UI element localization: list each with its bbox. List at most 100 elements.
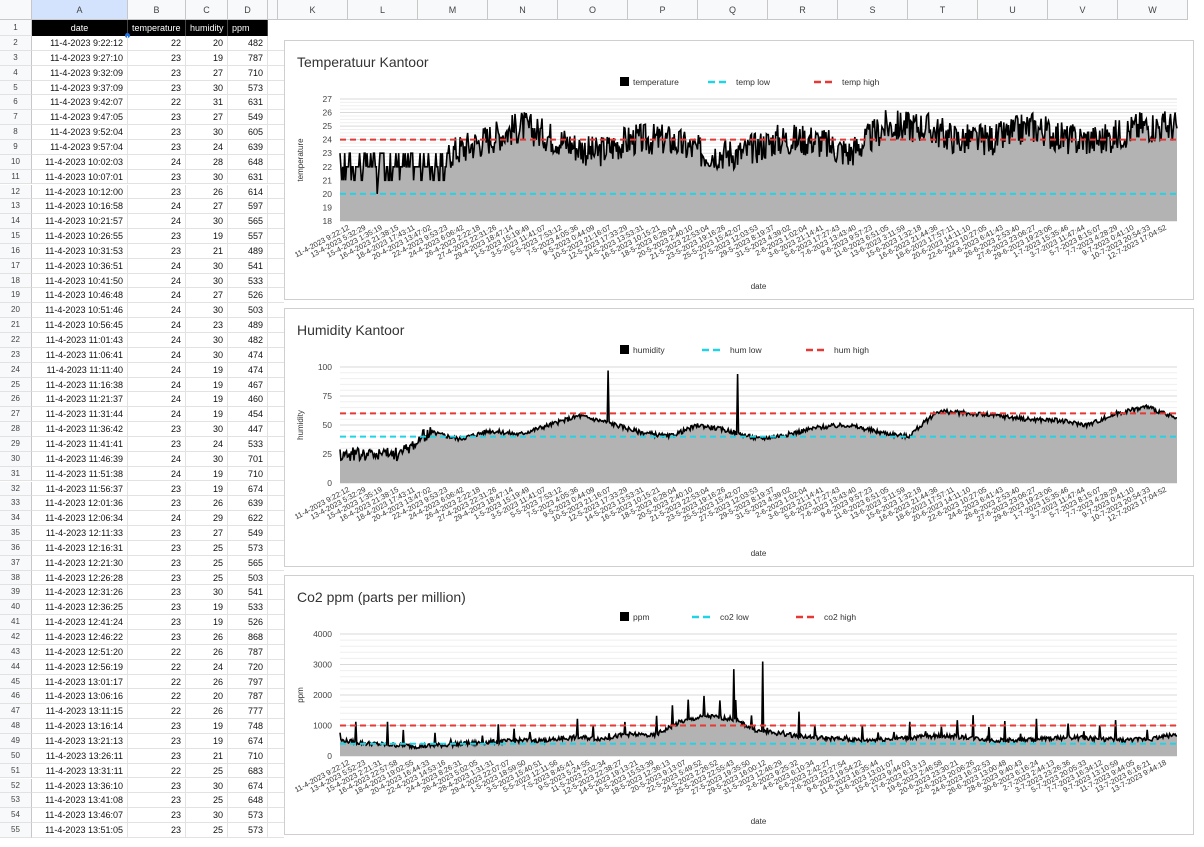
row-number[interactable]: 53 bbox=[0, 793, 32, 809]
row-number[interactable]: 5 bbox=[0, 80, 32, 96]
humidity-chart[interactable]: Humidity Kantoor humidity hum low hum high 0… bbox=[284, 308, 1194, 567]
table-cell[interactable]: 748 bbox=[228, 719, 268, 734]
table-cell[interactable]: 19 bbox=[186, 466, 228, 482]
table-cell[interactable]: 503 bbox=[228, 570, 268, 586]
table-cell[interactable]: 11-4-2023 12:06:34 bbox=[32, 511, 128, 527]
table-cell[interactable]: 11-4-2023 13:06:16 bbox=[32, 689, 128, 705]
table-cell[interactable]: 30 bbox=[186, 169, 228, 185]
table-cell-empty[interactable] bbox=[268, 541, 284, 556]
table-cell[interactable]: 24 bbox=[128, 318, 186, 333]
table-cell[interactable]: 23 bbox=[128, 600, 186, 616]
table-cell[interactable]: 11-4-2023 9:47:05 bbox=[32, 110, 128, 126]
table-cell[interactable]: 605 bbox=[228, 125, 268, 140]
table-cell[interactable]: 30 bbox=[186, 125, 228, 140]
temperature-chart[interactable]: Temperatuur Kantoor temperature temp low te… bbox=[284, 40, 1194, 300]
column-header-n[interactable]: N bbox=[488, 0, 558, 20]
table-cell-empty[interactable] bbox=[268, 140, 284, 155]
table-cell[interactable]: 11-4-2023 12:16:31 bbox=[32, 540, 128, 556]
row-number[interactable]: 41 bbox=[0, 615, 32, 630]
table-cell[interactable]: 11-4-2023 11:56:37 bbox=[32, 481, 128, 497]
series-line-humidity[interactable] bbox=[339, 370, 1178, 463]
table-cell-empty[interactable] bbox=[268, 675, 284, 690]
table-cell[interactable]: 11-4-2023 13:41:08 bbox=[32, 793, 128, 809]
table-cell[interactable]: 23 bbox=[128, 243, 186, 259]
series-line-ppm[interactable] bbox=[339, 661, 1178, 751]
row-number[interactable]: 36 bbox=[0, 540, 32, 556]
column-header-w[interactable]: W bbox=[1118, 0, 1188, 20]
table-cell[interactable]: 23 bbox=[128, 733, 186, 749]
row-number[interactable]: 54 bbox=[0, 808, 32, 824]
table-cell[interactable]: 11-4-2023 13:36:10 bbox=[32, 778, 128, 794]
table-cell[interactable]: 24 bbox=[128, 333, 186, 348]
legend-entry[interactable]: ppm bbox=[620, 612, 650, 622]
table-cell[interactable]: 21 bbox=[186, 243, 228, 259]
table-cell[interactable]: 24 bbox=[128, 273, 186, 289]
column-header-s[interactable]: S bbox=[838, 0, 908, 20]
table-cell[interactable]: 787 bbox=[228, 689, 268, 705]
row-number[interactable]: 26 bbox=[0, 392, 32, 408]
table-cell[interactable]: 648 bbox=[228, 793, 268, 809]
table-cell[interactable]: 489 bbox=[228, 243, 268, 259]
row-number[interactable]: 11 bbox=[0, 169, 32, 185]
table-cell[interactable]: 24 bbox=[128, 466, 186, 482]
table-cell[interactable]: 11-4-2023 11:06:41 bbox=[32, 347, 128, 363]
table-cell-empty[interactable] bbox=[268, 556, 284, 571]
table-cell[interactable]: 868 bbox=[228, 630, 268, 645]
table-cell[interactable]: 565 bbox=[228, 214, 268, 230]
table-cell[interactable]: 23 bbox=[128, 139, 186, 155]
row-number[interactable]: 46 bbox=[0, 689, 32, 705]
table-cell[interactable]: 11-4-2023 9:22:12 bbox=[32, 36, 128, 51]
row-number[interactable]: 24 bbox=[0, 362, 32, 378]
table-cell[interactable]: 701 bbox=[228, 451, 268, 467]
table-cell[interactable]: 683 bbox=[228, 763, 268, 779]
table-cell[interactable]: 23 bbox=[128, 125, 186, 140]
table-cell[interactable]: 11-4-2023 9:57:04 bbox=[32, 139, 128, 155]
table-cell-empty[interactable] bbox=[268, 600, 284, 616]
table-cell[interactable]: 24 bbox=[128, 407, 186, 423]
table-cell[interactable]: 674 bbox=[228, 778, 268, 794]
table-cell[interactable]: 25 bbox=[186, 823, 228, 838]
co2-chart[interactable]: Co2 ppm (parts per million) ppm co2 low co2… bbox=[284, 575, 1194, 835]
table-cell[interactable]: 11-4-2023 9:52:04 bbox=[32, 125, 128, 140]
table-cell[interactable]: 489 bbox=[228, 318, 268, 333]
table-cell[interactable]: 11-4-2023 10:07:01 bbox=[32, 169, 128, 185]
table-cell[interactable]: 533 bbox=[228, 273, 268, 289]
column-header-d[interactable]: D bbox=[228, 0, 268, 20]
table-cell[interactable]: 23 bbox=[186, 318, 228, 333]
header-cell-temperature[interactable]: temperature bbox=[128, 20, 186, 36]
table-cell[interactable]: 447 bbox=[228, 422, 268, 437]
column-header-m[interactable]: M bbox=[418, 0, 488, 20]
table-cell[interactable]: 533 bbox=[228, 600, 268, 616]
table-cell[interactable]: 23 bbox=[128, 436, 186, 452]
table-cell[interactable]: 23 bbox=[128, 778, 186, 794]
table-cell-empty[interactable] bbox=[268, 303, 284, 319]
table-cell-empty[interactable] bbox=[268, 66, 284, 81]
table-cell-empty[interactable] bbox=[268, 244, 284, 259]
table-cell[interactable]: 11-4-2023 13:26:11 bbox=[32, 748, 128, 764]
table-cell[interactable]: 797 bbox=[228, 674, 268, 690]
header-cell-date[interactable]: date bbox=[32, 20, 128, 36]
row-number[interactable]: 13 bbox=[0, 199, 32, 215]
row-number[interactable]: 22 bbox=[0, 333, 32, 348]
table-cell[interactable]: 710 bbox=[228, 748, 268, 764]
table-cell[interactable]: 30 bbox=[186, 303, 228, 319]
table-cell[interactable]: 23 bbox=[128, 630, 186, 645]
table-cell-empty[interactable] bbox=[268, 51, 284, 66]
column-header-c[interactable]: C bbox=[186, 0, 228, 20]
column-header-v[interactable]: V bbox=[1048, 0, 1118, 20]
table-cell[interactable]: 23 bbox=[128, 615, 186, 630]
table-cell-empty[interactable] bbox=[268, 719, 284, 734]
table-cell[interactable]: 11-4-2023 13:46:07 bbox=[32, 808, 128, 824]
table-cell[interactable]: 22 bbox=[128, 704, 186, 720]
table-cell-empty[interactable] bbox=[268, 199, 284, 215]
table-cell-empty[interactable] bbox=[268, 95, 284, 111]
series-line-temperature[interactable] bbox=[339, 110, 1178, 194]
table-cell-empty[interactable] bbox=[268, 660, 284, 675]
table-cell[interactable]: 11-4-2023 12:26:28 bbox=[32, 570, 128, 586]
table-cell[interactable]: 11-4-2023 12:11:33 bbox=[32, 526, 128, 541]
table-cell[interactable]: 11-4-2023 9:27:10 bbox=[32, 50, 128, 66]
table-cell[interactable]: 674 bbox=[228, 733, 268, 749]
row-number[interactable]: 40 bbox=[0, 600, 32, 616]
table-cell-empty[interactable] bbox=[268, 645, 284, 660]
table-cell[interactable]: 19 bbox=[186, 600, 228, 616]
